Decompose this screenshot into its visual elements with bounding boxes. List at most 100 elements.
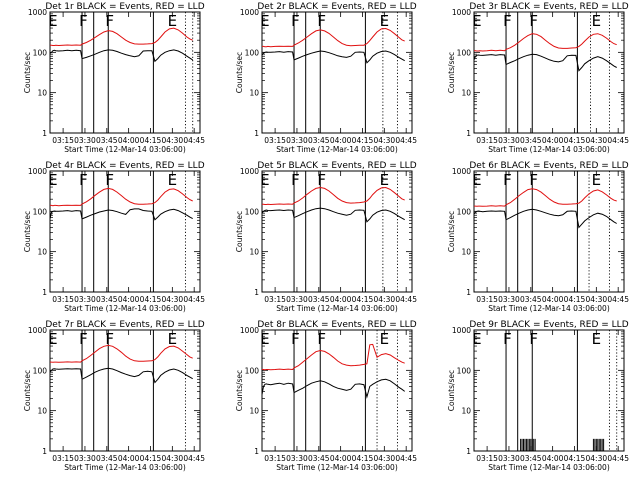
x-tick-label: 03:15	[476, 295, 498, 304]
x-tick-label: 03:15	[476, 136, 498, 145]
panel-title: Det 1r BLACK = Events, RED = LLD	[45, 2, 204, 12]
y-tick-label: 1000	[28, 8, 47, 17]
x-tick-label: 04:45	[395, 454, 417, 463]
series-events-line	[49, 208, 193, 221]
x-tick-label: 04:15	[140, 295, 162, 304]
y-tick-label: 1	[466, 447, 471, 456]
y-tick-label: 1000	[452, 326, 471, 335]
panel-title: Det 8r BLACK = Events, RED = LLD	[257, 320, 416, 330]
y-tick-label: 100	[245, 207, 260, 216]
interval-marker: E	[168, 330, 177, 348]
y-tick-label: 1	[254, 447, 259, 456]
x-axis-label: Start Time (12-Mar-14 03:06:00)	[64, 145, 186, 154]
y-tick-label: 10	[249, 407, 259, 416]
interval-marker: E	[380, 330, 389, 348]
x-tick-label: 04:00	[542, 295, 564, 304]
plot-frame	[473, 11, 625, 134]
y-tick-label: 1	[42, 447, 47, 456]
plot-frame	[261, 170, 413, 293]
y-axis-label: Counts/sec	[447, 52, 456, 93]
panel-det-3: Det 3r BLACK = Events, RED = LLD 1 10 100 10…	[447, 2, 629, 154]
interval-marker: F	[105, 12, 114, 30]
x-tick-label: 04:15	[564, 295, 586, 304]
panel-title: Det 3r BLACK = Events, RED = LLD	[469, 2, 628, 12]
interval-marker: E	[260, 330, 269, 348]
y-tick-label: 10	[249, 89, 259, 98]
x-tick-label: 03:15	[264, 454, 286, 463]
x-tick-label: 04:45	[607, 454, 629, 463]
series-events-line	[49, 49, 193, 63]
x-tick-label: 04:30	[162, 454, 184, 463]
x-tick-label: 03:15	[264, 136, 286, 145]
panel-det-5: Det 5r BLACK = Events, RED = LLD 1 10 100 10…	[235, 161, 417, 313]
y-tick-label: 10	[37, 407, 47, 416]
x-tick-label: 04:30	[374, 295, 396, 304]
y-axis-label: Counts/sec	[447, 211, 456, 252]
y-tick-label: 1	[466, 288, 471, 297]
x-tick-label: 04:15	[564, 454, 586, 463]
x-tick-label: 04:45	[183, 295, 205, 304]
series-lld-line	[262, 343, 405, 371]
x-tick-label: 03:30	[286, 454, 308, 463]
plot-frame	[261, 11, 413, 134]
interval-marker: E	[48, 12, 57, 30]
x-axis-label: Start Time (12-Mar-14 03:06:00)	[276, 145, 398, 154]
y-tick-label: 1	[466, 129, 471, 138]
interval-marker: E	[168, 12, 177, 30]
y-tick-label: 1	[254, 129, 259, 138]
interval-marker: F	[529, 330, 538, 348]
x-tick-label: 04:00	[330, 295, 352, 304]
plot-frame	[49, 11, 201, 134]
y-tick-label: 1000	[452, 8, 471, 17]
x-tick-label: 04:45	[183, 136, 205, 145]
x-tick-label: 04:45	[607, 136, 629, 145]
x-tick-label: 04:15	[352, 295, 374, 304]
panel-title: Det 6r BLACK = Events, RED = LLD	[469, 161, 628, 171]
x-tick-label: 04:00	[330, 454, 352, 463]
x-tick-label: 03:15	[52, 136, 74, 145]
x-tick-label: 04:15	[352, 454, 374, 463]
x-axis-label: Start Time (12-Mar-14 03:06:00)	[64, 463, 186, 472]
panel-title: Det 9r BLACK = Events, RED = LLD	[469, 320, 628, 330]
series-lld-line	[50, 27, 193, 47]
x-tick-label: 03:45	[520, 454, 542, 463]
interval-marker: F	[105, 171, 114, 189]
y-tick-label: 100	[33, 48, 48, 57]
y-tick-label: 100	[245, 366, 260, 375]
x-tick-label: 04:00	[542, 454, 564, 463]
panel-det-7: Det 7r BLACK = Events, RED = LLD 1 10 100 10…	[23, 320, 205, 472]
series-events-line	[261, 207, 405, 223]
x-tick-label: 03:15	[52, 454, 74, 463]
x-tick-label: 04:00	[118, 295, 140, 304]
x-tick-label: 04:45	[607, 295, 629, 304]
series-events-line	[473, 208, 617, 229]
interval-marker: E	[472, 330, 481, 348]
x-tick-label: 03:45	[308, 454, 330, 463]
panel-title: Det 2r BLACK = Events, RED = LLD	[257, 2, 416, 12]
x-tick-label: 03:30	[498, 295, 520, 304]
y-axis-label: Counts/sec	[235, 211, 244, 252]
x-tick-label: 04:15	[140, 136, 162, 145]
y-axis-label: Counts/sec	[23, 211, 32, 252]
panel-det-9: Det 9r BLACK = Events, RED = LLD 1 10 100 10…	[447, 320, 629, 472]
y-axis-label: Counts/sec	[447, 370, 456, 411]
interval-marker: E	[472, 171, 481, 189]
x-tick-label: 03:30	[74, 295, 96, 304]
x-tick-label: 04:45	[183, 454, 205, 463]
x-tick-label: 03:45	[96, 454, 118, 463]
x-tick-label: 03:45	[308, 136, 330, 145]
panel-det-6: Det 6r BLACK = Events, RED = LLD 1 10 100 10…	[447, 161, 629, 313]
interval-marker: E	[48, 330, 57, 348]
y-axis-label: Counts/sec	[23, 52, 32, 93]
interval-marker: E	[592, 171, 601, 189]
x-tick-label: 03:30	[498, 454, 520, 463]
y-axis-label: Counts/sec	[235, 52, 244, 93]
x-tick-label: 04:00	[330, 136, 352, 145]
y-tick-label: 1000	[28, 326, 47, 335]
interval-marker: F	[79, 330, 88, 348]
series-lld-line	[474, 188, 617, 207]
x-tick-label: 03:30	[286, 136, 308, 145]
x-tick-label: 04:00	[118, 454, 140, 463]
y-tick-label: 10	[461, 248, 471, 257]
